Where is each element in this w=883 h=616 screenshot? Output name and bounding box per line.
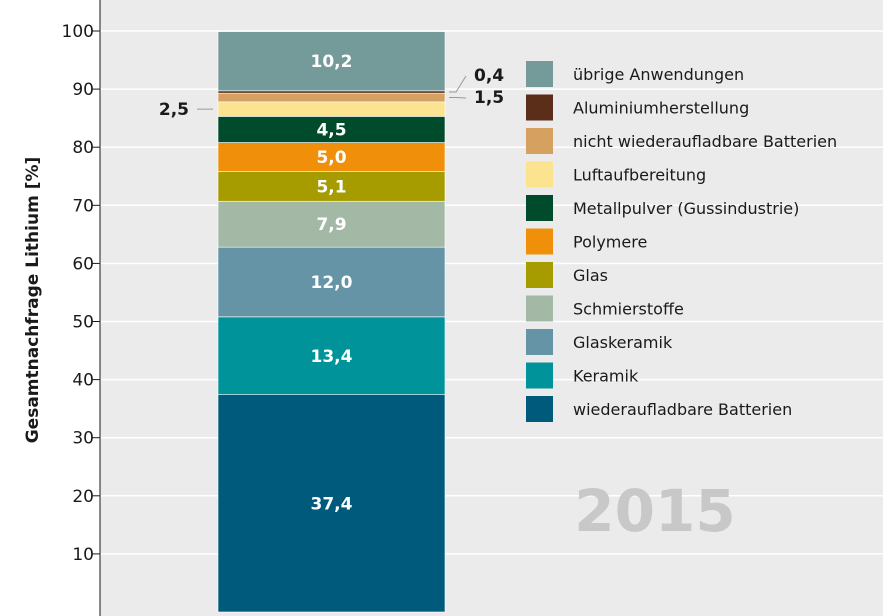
legend-swatch — [526, 228, 553, 255]
segment-label: 4,5 — [316, 120, 346, 140]
bar-segment — [217, 90, 446, 94]
legend-swatch — [526, 362, 553, 389]
bar-segment — [217, 116, 446, 143]
outside-segment-label: 1,5 — [474, 88, 504, 108]
legend-swatch — [526, 61, 553, 87]
outside-labels: 2,5 0,41,5 — [159, 66, 504, 120]
legend-label: übrige Anwendungen — [573, 65, 744, 84]
legend-label: nicht wiederaufladbare Batterien — [573, 132, 837, 151]
tick-label: 10 — [72, 545, 94, 565]
segment-label: 5,1 — [316, 177, 346, 197]
bar-segment — [217, 200, 446, 248]
legend-swatch — [526, 94, 553, 121]
legend-swatch — [526, 396, 553, 422]
tick-label: 70 — [72, 196, 94, 216]
leader-line — [449, 75, 467, 93]
bar-segment — [217, 246, 446, 318]
tick-label: 90 — [72, 80, 94, 100]
tick-label: 30 — [72, 429, 94, 449]
tick-label: 40 — [72, 371, 94, 391]
legend-swatch — [526, 262, 553, 288]
bar-segment — [217, 316, 446, 396]
legend-swatch — [526, 195, 553, 221]
legend-swatch — [526, 329, 553, 355]
segment-label: 7,9 — [316, 215, 346, 235]
year-label: 2015 — [574, 477, 735, 545]
tick-label: 50 — [72, 313, 94, 333]
segment-label: 13,4 — [311, 347, 353, 367]
legend-swatch — [526, 295, 553, 322]
legend-label: Polymere — [573, 233, 647, 252]
legend-label: Metallpulver (Gussindustrie) — [573, 199, 799, 218]
legend-label: Luftaufbereitung — [573, 166, 706, 185]
segment-label: 10,2 — [311, 52, 353, 72]
bar-segment — [217, 394, 446, 613]
y-axis-label: Gesamtnachfrage Lithium [%] — [23, 157, 43, 444]
bar-segment — [217, 31, 446, 92]
legend-swatch — [526, 128, 553, 154]
legend-label: Keramik — [573, 367, 639, 386]
legend-label: Schmierstoffe — [573, 300, 684, 319]
segment-label: 12,0 — [311, 273, 353, 293]
bar-segment — [217, 101, 446, 117]
bar-segments: 37,4 13,4 12,0 7,9 5,1 5,0 4,5 10,2 — [217, 31, 446, 613]
legend-label: Aluminiumherstellung — [573, 99, 749, 118]
legend: übrige Anwendungen Aluminiumherstellung ni… — [526, 61, 837, 422]
bar-segment — [217, 92, 446, 103]
segment-label: 5,0 — [316, 148, 346, 168]
y-axis-ticks: 10 20 30 40 50 60 70 80 90 100 — [62, 22, 100, 565]
legend-label: wiederaufladbare Batterien — [573, 400, 792, 419]
tick-label: 80 — [72, 138, 94, 158]
outside-segment-label: 0,4 — [474, 66, 504, 86]
tick-label: 20 — [72, 487, 94, 507]
segment-label: 37,4 — [311, 494, 353, 514]
bar-segment — [217, 171, 446, 202]
bar-segment — [217, 142, 446, 172]
legend-label: Glaskeramik — [573, 333, 673, 352]
legend-label: Glas — [573, 266, 608, 285]
tick-label: 100 — [62, 22, 94, 42]
legend-swatch — [526, 161, 553, 188]
tick-label: 60 — [72, 254, 94, 274]
outside-segment-label: 2,5 — [159, 100, 189, 120]
